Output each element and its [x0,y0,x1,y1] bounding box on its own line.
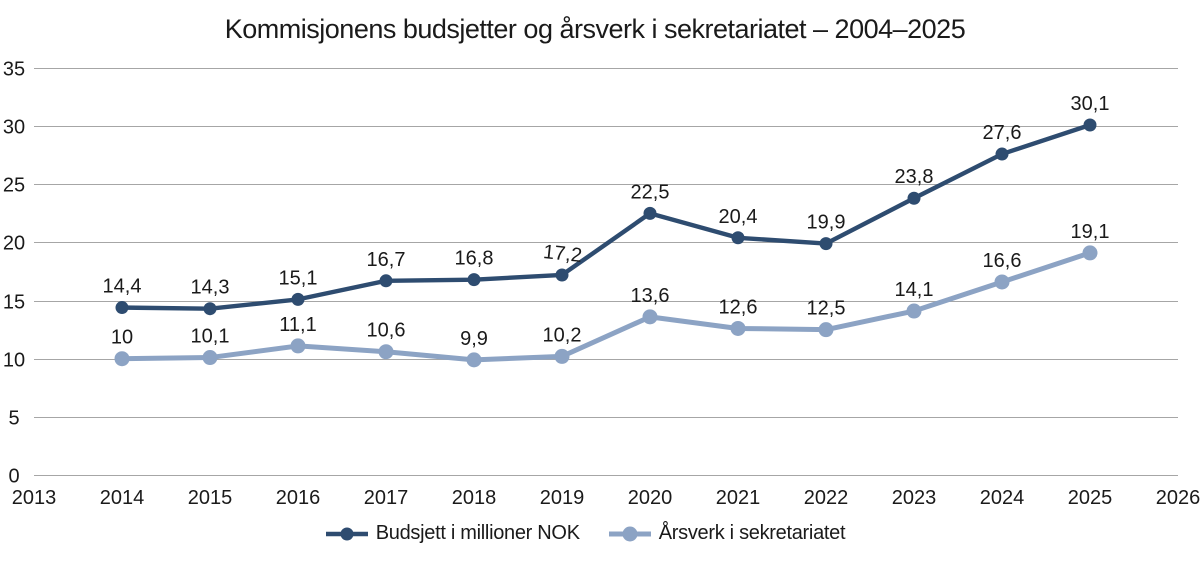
data-point [555,268,569,282]
data-point [995,147,1009,161]
data-point [115,301,129,315]
y-tick-label: 10 [3,350,25,372]
data-point [819,237,833,251]
data-point-label: 20,4 [719,206,758,228]
data-point [290,338,306,354]
data-point [994,274,1010,290]
legend: Budsjett i millioner NOK Årsverk i sekre… [0,522,1170,545]
data-point-label: 14,4 [103,276,142,298]
data-point [466,352,482,368]
legend-item-budsjett: Budsjett i millioner NOK [325,522,580,545]
series-line [119,250,1093,363]
x-tick-label: 2021 [716,487,761,509]
data-point [642,309,658,325]
data-point [730,320,746,336]
x-tick-label: 2025 [1068,487,1113,509]
x-tick-label: 2015 [188,487,233,509]
x-tick-label: 2023 [892,487,937,509]
data-point-label: 12,6 [719,296,758,318]
data-point-label: 23,8 [895,166,934,188]
data-point-label: 13,6 [631,285,670,307]
data-point-label: 14,1 [895,279,934,301]
data-point-label: 17,2 [542,241,583,267]
y-tick-label: 0 [8,466,19,488]
data-point-label: 19,1 [1071,221,1110,243]
data-point-label: 22,5 [631,181,670,203]
x-tick-label: 2018 [452,487,497,509]
data-point [906,303,922,319]
data-point-label: 14,3 [191,277,230,299]
data-point-label: 15,1 [279,267,318,289]
chart-title: Kommisjonens budsjetter og årsverk i sek… [224,14,966,44]
data-point-label: 10,2 [543,324,582,346]
y-tick-label: 30 [3,117,25,139]
y-tick-label: 25 [3,175,25,197]
data-point [1082,245,1098,261]
data-point [643,206,657,220]
data-point [114,351,130,367]
legend-item-arsverk: Årsverk i sekretariatet [608,522,846,545]
legend-label-arsverk: Årsverk i sekretariatet [658,522,846,544]
data-point-label: 16,7 [367,249,406,271]
data-point [379,274,393,288]
data-point [202,350,218,366]
data-point-label: 19,9 [807,212,846,234]
y-tick-label: 5 [8,408,19,430]
legend-line-marker-icon [608,526,651,541]
series-line [119,122,1093,311]
data-point [1083,118,1097,132]
data-point-label: 16,8 [455,248,494,270]
data-point [818,322,834,338]
x-tick-label: 2024 [980,487,1025,509]
data-point [467,273,481,287]
data-point-label: 11,1 [279,314,316,336]
x-tick-label: 2026 [1156,487,1200,509]
data-point [554,348,570,364]
data-point-label: 12,5 [807,298,846,320]
x-tick-label: 2020 [628,487,673,509]
legend-line-marker-icon [325,527,368,540]
data-point-label: 10 [111,327,133,349]
data-point [291,292,305,306]
data-point-label: 10,1 [191,326,230,348]
data-point [731,231,745,245]
x-tick-label: 2022 [804,487,849,509]
legend-label-budsjett: Budsjett i millioner NOK [375,522,580,544]
data-point-label: 9,9 [460,328,488,350]
data-point [203,302,217,316]
data-point-label: 10,6 [367,320,406,342]
data-point-label: 27,6 [983,122,1022,144]
x-tick-label: 2019 [540,487,585,509]
x-tick-label: 2013 [12,487,57,509]
data-point-label: 16,6 [983,250,1022,272]
y-tick-label: 35 [3,59,25,81]
y-tick-label: 15 [3,292,25,314]
x-tick-label: 2016 [276,487,321,509]
data-point [907,191,921,205]
x-tick-label: 2017 [364,487,409,509]
data-point [378,344,394,360]
data-point-label: 30,1 [1071,93,1110,115]
y-tick-label: 20 [3,233,25,255]
x-tick-label: 2014 [100,487,145,509]
